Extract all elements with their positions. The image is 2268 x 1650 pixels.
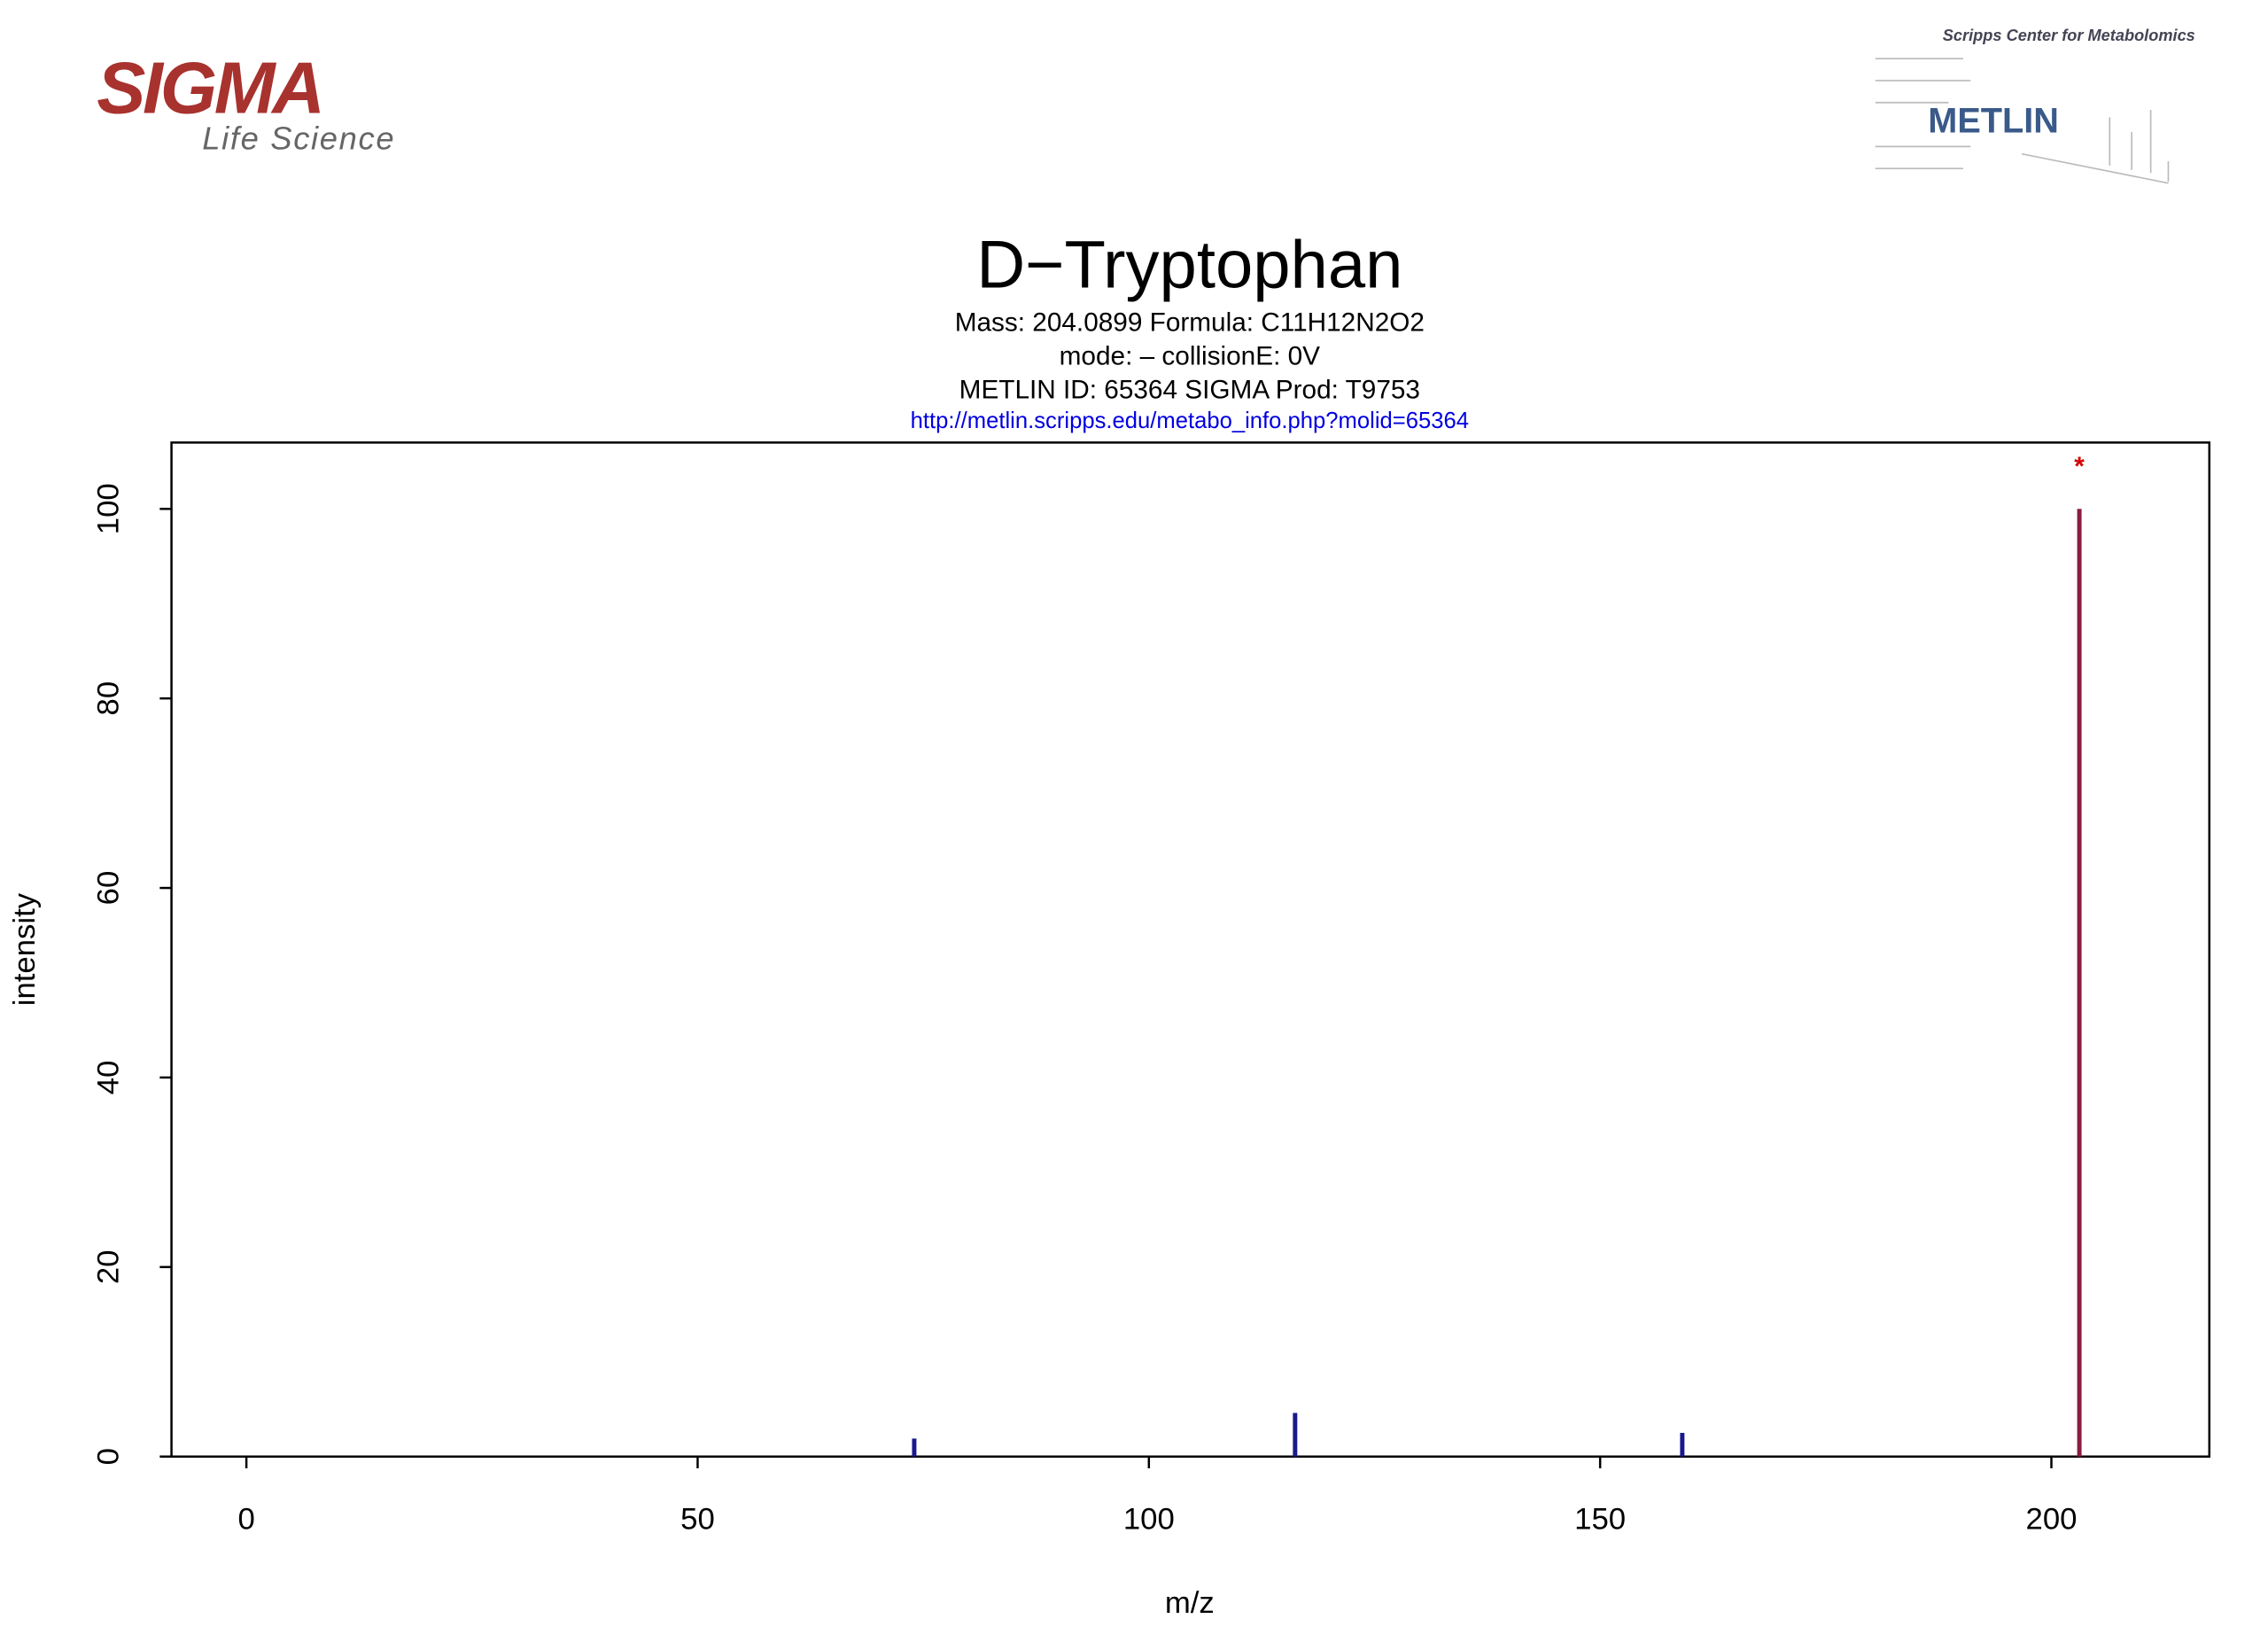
x-tick-label: 150 xyxy=(1574,1503,1626,1537)
plot-frame xyxy=(170,441,2211,1458)
subtitle: Mass: 204.0899 Formula: C11H12N2O2 xyxy=(955,307,1425,337)
subtitle: METLIN ID: 65364 SIGMA Prod: T9753 xyxy=(959,375,1420,404)
x-axis-label: m/z xyxy=(1165,1586,1215,1620)
x-tick-label: 100 xyxy=(1123,1503,1175,1537)
x-tick-label: 200 xyxy=(2026,1503,2078,1537)
x-tick-label: 0 xyxy=(237,1503,254,1537)
metlin-caption: Scripps Center for Metabolomics xyxy=(1943,27,2195,44)
y-axis-label: intensity xyxy=(8,892,42,1006)
y-tick-label: 60 xyxy=(91,871,125,906)
y-tick-label: 40 xyxy=(91,1061,125,1095)
metlin-logo-art xyxy=(1875,58,2170,184)
y-tick-label: 80 xyxy=(91,681,125,716)
chart-title: D−Tryptophan xyxy=(976,227,1402,302)
x-tick-label: 50 xyxy=(680,1503,715,1537)
y-tick-label: 100 xyxy=(91,483,125,534)
sigma-tagline: Life Science xyxy=(202,120,395,156)
link[interactable]: http://metlin.scripps.edu/metabo_info.ph… xyxy=(911,409,1469,433)
peak-annotation: * xyxy=(2074,452,2085,481)
metlin-logo: METLIN xyxy=(1928,101,2059,140)
sigma-logo: SIGMA xyxy=(97,47,322,129)
y-tick-label: 20 xyxy=(91,1250,125,1285)
y-tick-label: 0 xyxy=(91,1448,125,1465)
subtitle: mode: – collisionE: 0V xyxy=(1060,341,1321,370)
